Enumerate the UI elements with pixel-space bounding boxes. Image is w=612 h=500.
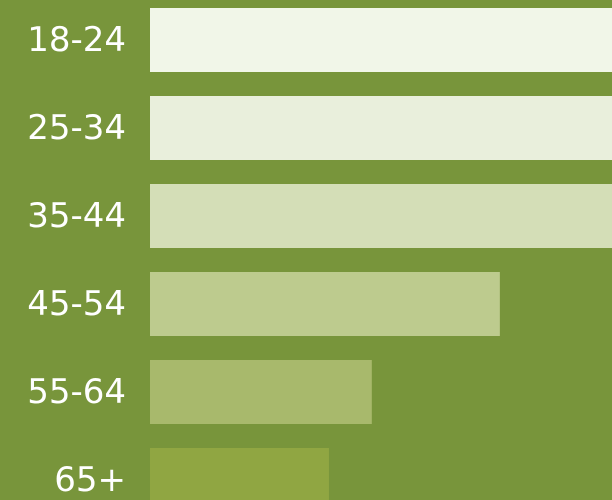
category-label-35-44: 35-44: [27, 196, 126, 236]
category-label-45-54: 45-54: [27, 284, 126, 324]
category-label-18-24: 18-24: [27, 20, 126, 60]
category-labels-group: 18-24 25-34 35-44 45-54 55-64 65+: [27, 20, 126, 500]
bar-18-24: [150, 8, 612, 72]
bar-25-34: [150, 96, 612, 160]
category-label-55-64: 55-64: [27, 372, 126, 412]
bar-35-44: [150, 184, 612, 248]
bar-45-54: [150, 272, 500, 336]
category-label-25-34: 25-34: [27, 108, 126, 148]
bars-group: [150, 8, 612, 500]
category-label-65-plus: 65+: [54, 460, 126, 500]
bar-55-64: [150, 360, 372, 424]
bar-65-plus: [150, 448, 329, 500]
